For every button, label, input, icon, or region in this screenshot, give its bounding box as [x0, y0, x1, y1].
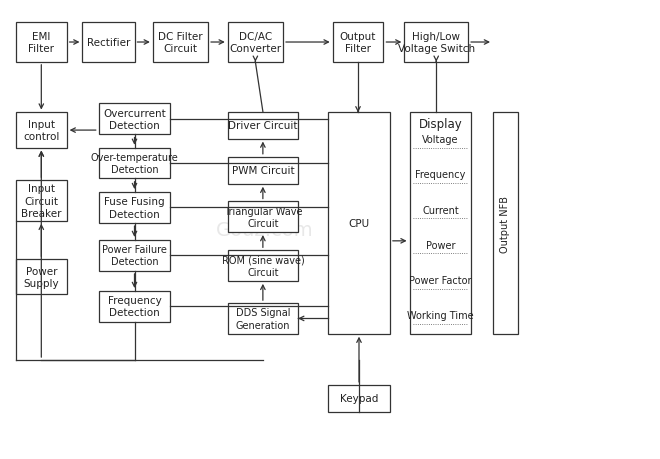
- Text: Fuse Fusing
Detection: Fuse Fusing Detection: [104, 197, 165, 219]
- Bar: [98, 192, 170, 223]
- Bar: [16, 260, 67, 295]
- Bar: [98, 148, 170, 179]
- Bar: [228, 157, 298, 185]
- Bar: [16, 113, 67, 148]
- Bar: [98, 241, 170, 271]
- Text: Working Time: Working Time: [407, 311, 474, 320]
- Text: Frequency: Frequency: [415, 170, 466, 180]
- Text: Voltage: Voltage: [422, 135, 459, 145]
- Text: Triangular Wave
Circuit: Triangular Wave Circuit: [224, 206, 302, 229]
- Text: DDS Signal
Generation: DDS Signal Generation: [236, 308, 290, 330]
- Text: Gouz.com: Gouz.com: [216, 220, 314, 239]
- Text: Power Factor: Power Factor: [409, 275, 472, 285]
- Text: Frequency
Detection: Frequency Detection: [108, 296, 162, 318]
- Bar: [98, 291, 170, 322]
- Bar: [333, 23, 383, 63]
- Text: Driver Circuit: Driver Circuit: [228, 121, 298, 131]
- Bar: [82, 23, 135, 63]
- Bar: [493, 113, 517, 334]
- Text: DC Filter
Circuit: DC Filter Circuit: [158, 32, 203, 54]
- Text: Display: Display: [418, 118, 463, 131]
- Text: EMI
Filter: EMI Filter: [28, 32, 54, 54]
- Text: CPU: CPU: [348, 218, 370, 229]
- Bar: [409, 113, 471, 334]
- Text: Current: Current: [422, 205, 459, 215]
- Text: Rectifier: Rectifier: [86, 38, 130, 48]
- Bar: [328, 385, 390, 412]
- Text: Keypad: Keypad: [340, 393, 378, 403]
- Text: Output
Filter: Output Filter: [340, 32, 376, 54]
- Text: Input
control: Input control: [23, 120, 59, 142]
- Text: Output NFB: Output NFB: [500, 195, 510, 252]
- Bar: [228, 202, 298, 233]
- Text: Over-temperature
Detection: Over-temperature Detection: [90, 152, 178, 175]
- Bar: [98, 104, 170, 135]
- Bar: [328, 113, 390, 334]
- Bar: [152, 23, 208, 63]
- Text: DC/AC
Converter: DC/AC Converter: [229, 32, 281, 54]
- Bar: [228, 251, 298, 281]
- Bar: [16, 181, 67, 221]
- Text: Power
Supply: Power Supply: [24, 266, 59, 288]
- Text: Input
Circuit
Breaker: Input Circuit Breaker: [21, 184, 61, 218]
- Bar: [16, 23, 67, 63]
- Bar: [405, 23, 468, 63]
- Text: Power Failure
Detection: Power Failure Detection: [102, 245, 167, 267]
- Text: High/Low
Voltage Switch: High/Low Voltage Switch: [398, 32, 475, 54]
- Text: PWM Circuit: PWM Circuit: [232, 166, 294, 176]
- Bar: [228, 23, 283, 63]
- Text: ROM (sine wave)
Circuit: ROM (sine wave) Circuit: [222, 255, 304, 277]
- Bar: [228, 112, 298, 140]
- Text: Power: Power: [426, 240, 455, 250]
- Bar: [228, 303, 298, 334]
- Text: Overcurrent
Detection: Overcurrent Detection: [103, 108, 166, 131]
